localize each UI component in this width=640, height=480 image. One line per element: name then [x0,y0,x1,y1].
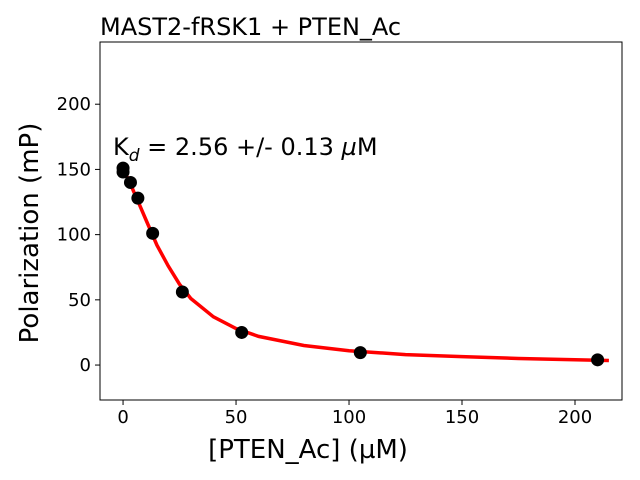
kd-annotation: Kd = 2.56 +/- 0.13 µM [113,133,378,166]
data-point [116,161,130,175]
data-point [353,346,367,360]
x-axis: 0 50 100 150 200 [117,400,592,428]
chart-title: MAST2-fRSK1 + PTEN_Ac [100,13,401,41]
x-tick-label: 50 [225,407,248,428]
data-point [235,325,249,339]
data-point [175,285,189,299]
y-axis: 0 50 100 150 200 [57,94,100,376]
x-tick-label: 200 [558,407,592,428]
y-tick-label: 200 [57,94,91,115]
data-point [131,191,145,205]
y-tick-label: 0 [80,355,91,376]
y-tick-label: 100 [57,225,91,246]
fit-curve [121,168,609,363]
x-tick-label: 0 [117,407,128,428]
x-tick-label: 150 [445,407,479,428]
plot-area [99,41,623,401]
y-tick-label: 150 [57,159,91,180]
x-tick-label: 100 [332,407,366,428]
y-axis-label: Polarization (mP) [15,123,45,344]
data-points [116,161,605,367]
x-axis-label: [PTEN_Ac] (µM) [208,435,408,465]
data-point [146,226,160,240]
y-tick-label: 50 [68,290,91,311]
data-point [123,175,137,189]
data-point [591,353,605,367]
